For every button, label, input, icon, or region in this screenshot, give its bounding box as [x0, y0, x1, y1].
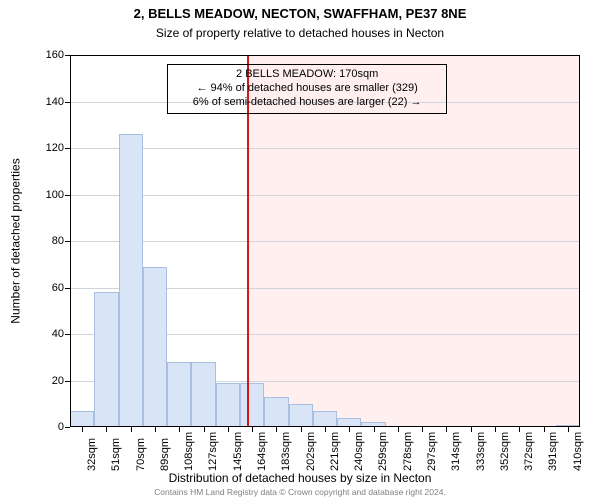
x-tick-label: 259sqm [377, 432, 389, 471]
y-tick-label: 140 [24, 96, 64, 108]
footer-line-1: Contains HM Land Registry data © Crown c… [0, 487, 600, 498]
x-tick-label: 240sqm [353, 432, 365, 471]
x-tick-label: 297sqm [426, 432, 438, 471]
x-tick-label: 108sqm [183, 432, 195, 471]
y-tick-label: 40 [24, 328, 64, 340]
chart-subtitle: Size of property relative to detached ho… [0, 26, 600, 40]
y-tick-label: 100 [24, 189, 64, 201]
x-tick-label: 352sqm [499, 432, 511, 471]
x-tick-mark [544, 427, 545, 432]
x-tick-mark [106, 427, 107, 432]
x-tick-mark [179, 427, 180, 432]
x-tick-mark [228, 427, 229, 432]
y-tick-label: 60 [24, 282, 64, 294]
x-tick-label: 127sqm [207, 432, 219, 471]
x-tick-label: 391sqm [547, 432, 559, 471]
x-axis-label: Distribution of detached houses by size … [0, 471, 600, 485]
x-tick-label: 333sqm [475, 432, 487, 471]
chart-title: 2, BELLS MEADOW, NECTON, SWAFFHAM, PE37 … [0, 6, 600, 21]
x-tick-label: 145sqm [232, 432, 244, 471]
y-tick-label: 80 [24, 235, 64, 247]
y-axis-label-text: Number of detached properties [9, 158, 23, 323]
chart-root: 2, BELLS MEADOW, NECTON, SWAFFHAM, PE37 … [0, 0, 600, 500]
x-tick-mark [252, 427, 253, 432]
x-tick-mark [301, 427, 302, 432]
annotation-line: 6% of semi-detached houses are larger (2… [176, 96, 438, 110]
x-tick-mark [374, 427, 375, 432]
x-tick-mark [131, 427, 132, 432]
x-tick-mark [495, 427, 496, 432]
x-tick-label: 202sqm [305, 432, 317, 471]
x-tick-label: 314sqm [450, 432, 462, 471]
plot-area: 2 BELLS MEADOW: 170sqm← 94% of detached … [70, 55, 580, 427]
y-tick-mark [65, 427, 70, 428]
x-tick-label: 278sqm [402, 432, 414, 471]
x-tick-mark [519, 427, 520, 432]
x-tick-label: 410sqm [572, 432, 584, 471]
y-axis-label: Number of detached properties [6, 55, 26, 427]
annotation-line: 2 BELLS MEADOW: 170sqm [176, 68, 438, 82]
x-tick-mark [422, 427, 423, 432]
x-tick-mark [204, 427, 205, 432]
y-tick-label: 120 [24, 142, 64, 154]
x-tick-mark [568, 427, 569, 432]
x-tick-mark [349, 427, 350, 432]
x-tick-mark [155, 427, 156, 432]
annotation-box: 2 BELLS MEADOW: 170sqm← 94% of detached … [167, 64, 447, 113]
footer-attribution: Contains HM Land Registry data © Crown c… [0, 487, 600, 500]
x-tick-label: 221sqm [329, 432, 341, 471]
x-tick-mark [276, 427, 277, 432]
x-tick-label: 70sqm [135, 438, 147, 471]
x-tick-mark [471, 427, 472, 432]
x-tick-mark [398, 427, 399, 432]
annotation-line: ← 94% of detached houses are smaller (32… [176, 82, 438, 96]
x-tick-label: 89sqm [159, 438, 171, 471]
x-tick-label: 51sqm [110, 438, 122, 471]
x-tick-label: 164sqm [256, 432, 268, 471]
x-tick-mark [446, 427, 447, 432]
y-tick-label: 0 [24, 421, 64, 433]
x-tick-label: 372sqm [523, 432, 535, 471]
x-tick-mark [325, 427, 326, 432]
y-tick-label: 20 [24, 375, 64, 387]
x-tick-label: 32sqm [86, 438, 98, 471]
x-tick-mark [82, 427, 83, 432]
x-tick-label: 183sqm [280, 432, 292, 471]
y-tick-label: 160 [24, 49, 64, 61]
